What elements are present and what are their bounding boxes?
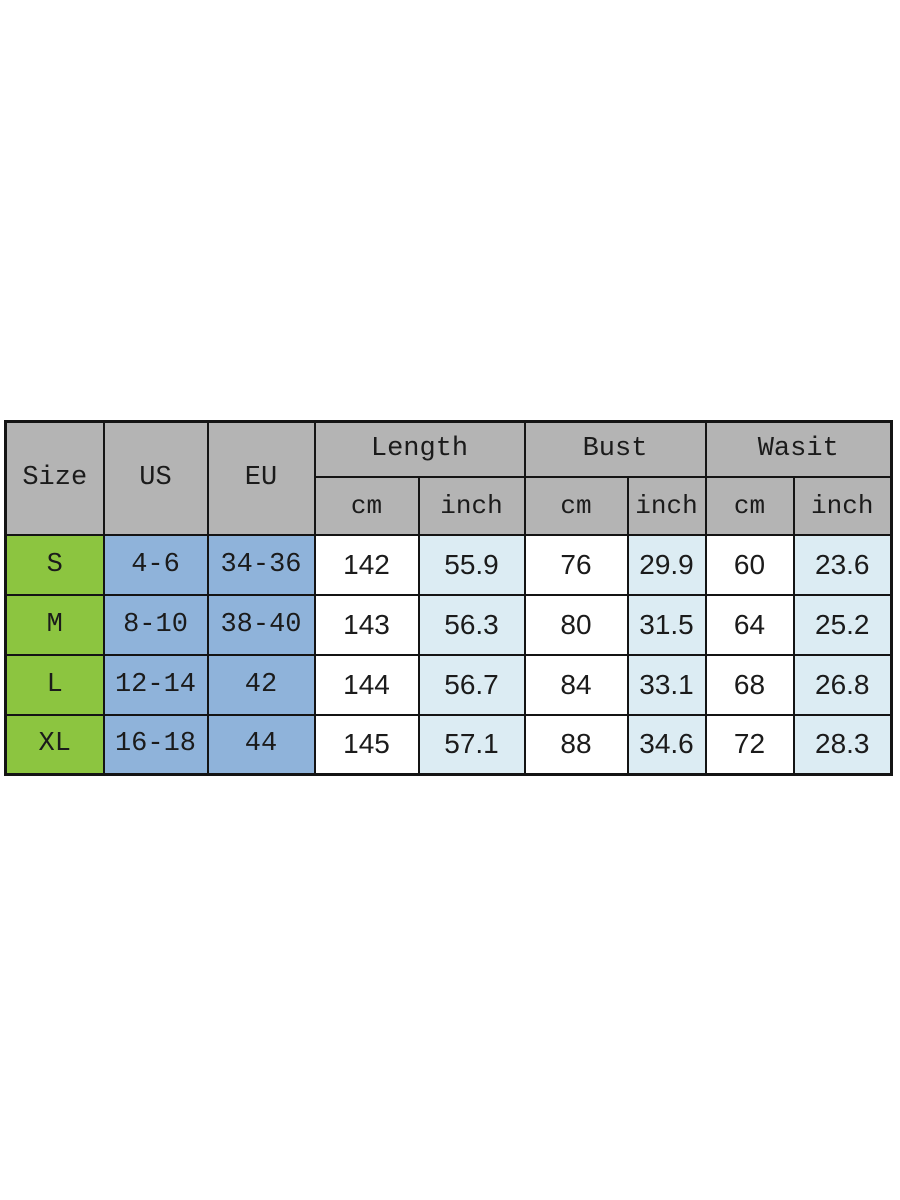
table-row-s: S 4-6 34-36 142 55.9 76 29.9 60 23.6: [4, 533, 893, 596]
cell-length-cm: 144: [313, 653, 420, 716]
header-waist: Wasit: [704, 420, 893, 478]
cell-waist-inch: 26.8: [792, 653, 893, 716]
size-chart-table: Size US EU Length Bust Wasit cm inch cm …: [4, 420, 893, 776]
cell-us: 16-18: [102, 713, 209, 776]
cell-bust-inch: 34.6: [626, 713, 707, 776]
cell-eu: 38-40: [206, 593, 316, 656]
cell-bust-cm: 84: [523, 653, 629, 716]
cell-length-inch: 55.9: [417, 533, 526, 596]
cell-waist-cm: 72: [704, 713, 795, 776]
cell-bust-inch: 33.1: [626, 653, 707, 716]
table-row-l: L 12-14 42 144 56.7 84 33.1 68 26.8: [4, 653, 893, 716]
header-waist-cm: cm: [704, 475, 795, 536]
cell-bust-cm: 76: [523, 533, 629, 596]
cell-length-cm: 142: [313, 533, 420, 596]
cell-waist-cm: 60: [704, 533, 795, 596]
header-bust-inch: inch: [626, 475, 707, 536]
header-length: Length: [313, 420, 526, 478]
header-bust-cm: cm: [523, 475, 629, 536]
cell-waist-inch: 28.3: [792, 713, 893, 776]
header-us: US: [102, 420, 209, 536]
cell-waist-inch: 25.2: [792, 593, 893, 656]
header-bust: Bust: [523, 420, 707, 478]
cell-bust-inch: 31.5: [626, 593, 707, 656]
header-length-cm: cm: [313, 475, 420, 536]
cell-eu: 44: [206, 713, 316, 776]
table-row-m: M 8-10 38-40 143 56.3 80 31.5 64 25.2: [4, 593, 893, 656]
cell-length-cm: 145: [313, 713, 420, 776]
cell-size: L: [4, 653, 105, 716]
cell-us: 4-6: [102, 533, 209, 596]
header-row-units: cm inch cm inch cm inch: [6, 475, 893, 536]
cell-waist-cm: 64: [704, 593, 795, 656]
cell-waist-cm: 68: [704, 653, 795, 716]
cell-length-inch: 56.3: [417, 593, 526, 656]
cell-size: S: [4, 533, 105, 596]
cell-bust-cm: 88: [523, 713, 629, 776]
cell-length-inch: 56.7: [417, 653, 526, 716]
cell-bust-inch: 29.9: [626, 533, 707, 596]
cell-us: 8-10: [102, 593, 209, 656]
table-row-xl: XL 16-18 44 145 57.1 88 34.6 72 28.3: [4, 713, 893, 776]
header-row-groups: Size US EU Length Bust Wasit: [4, 420, 893, 536]
cell-us: 12-14: [102, 653, 209, 716]
cell-eu: 34-36: [206, 533, 316, 596]
header-waist-inch: inch: [792, 475, 893, 536]
header-length-inch: inch: [417, 475, 526, 536]
cell-size: XL: [4, 713, 105, 776]
cell-eu: 42: [206, 653, 316, 716]
cell-size: M: [4, 593, 105, 656]
header-size: Size: [4, 420, 105, 536]
cell-waist-inch: 23.6: [792, 533, 893, 596]
cell-length-inch: 57.1: [417, 713, 526, 776]
header-eu: EU: [206, 420, 316, 536]
cell-length-cm: 143: [313, 593, 420, 656]
cell-bust-cm: 80: [523, 593, 629, 656]
